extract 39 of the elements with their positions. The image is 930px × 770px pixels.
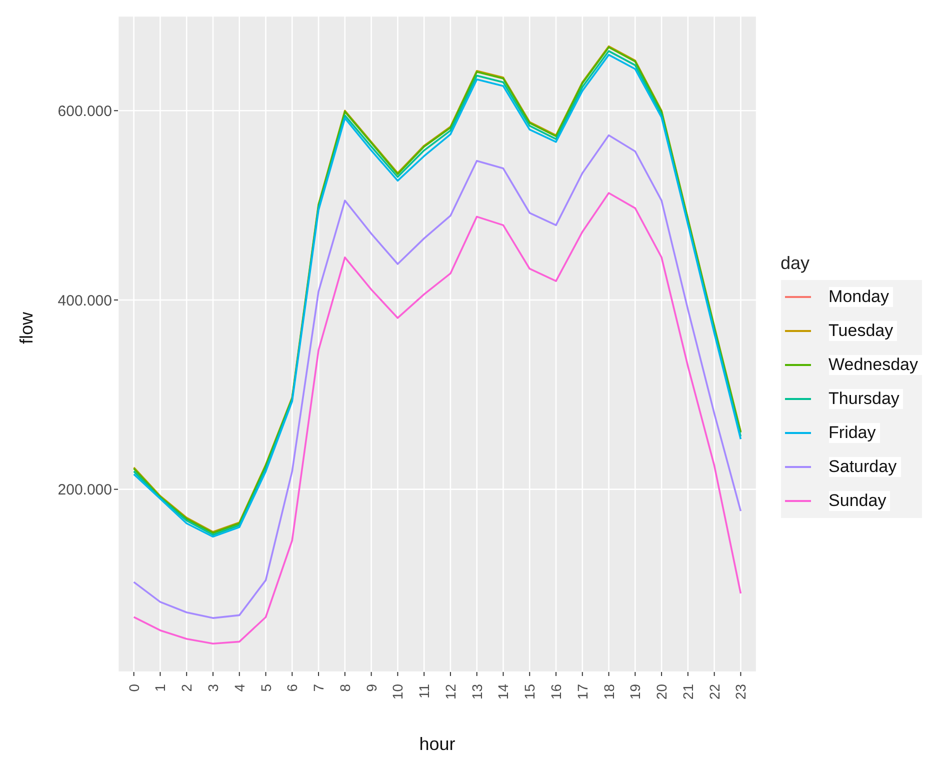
x-tick-label: 5 (258, 684, 274, 692)
y-tick-label: 400.000 (58, 292, 112, 310)
x-tick-label: 12 (442, 684, 458, 700)
x-tick-label: 18 (600, 684, 617, 700)
x-tick-label: 2 (178, 684, 195, 692)
x-tick-label: 8 (336, 684, 353, 692)
x-tick-label: 23 (732, 684, 749, 700)
x-tick-label: 14 (495, 684, 512, 700)
x-tick-label: 20 (654, 684, 670, 700)
legend-label: Wednesday (828, 354, 922, 374)
legend-label: Monday (828, 286, 894, 306)
x-tick-label: 15 (522, 684, 538, 700)
legend-label: Saturday (828, 456, 901, 476)
legend-label: Friday (828, 422, 880, 442)
y-axis-title: flow (16, 310, 36, 344)
line-series (132, 134, 742, 619)
legend-label: Tuesday (828, 320, 898, 340)
x-tick-label: 7 (310, 684, 327, 692)
line-series (132, 192, 742, 644)
x-axis-title: hour (419, 734, 456, 754)
x-tick-label: 11 (416, 684, 432, 699)
x-tick-label: 0 (126, 684, 142, 692)
x-tick-label: 1 (152, 684, 168, 692)
x-tick-label: 17 (574, 684, 590, 700)
x-tick-label: 6 (284, 684, 300, 692)
y-tick-label: 200.000 (58, 482, 112, 499)
legend-title: day (780, 252, 811, 274)
x-tick-label: 3 (204, 684, 221, 692)
x-tick-label: 21 (680, 684, 696, 700)
x-tick-label: 22 (706, 684, 722, 700)
x-tick-label: 9 (363, 684, 380, 692)
y-tick-label: 600.000 (58, 102, 112, 120)
x-tick-label: 19 (627, 684, 644, 700)
x-tick-label: 13 (468, 684, 485, 700)
x-tick-label: 4 (231, 684, 248, 692)
legend-label: Thursday (828, 388, 904, 408)
x-tick-label: 16 (548, 684, 564, 700)
x-tick-label: 10 (390, 684, 406, 700)
legend-label: Sunday (828, 490, 890, 510)
